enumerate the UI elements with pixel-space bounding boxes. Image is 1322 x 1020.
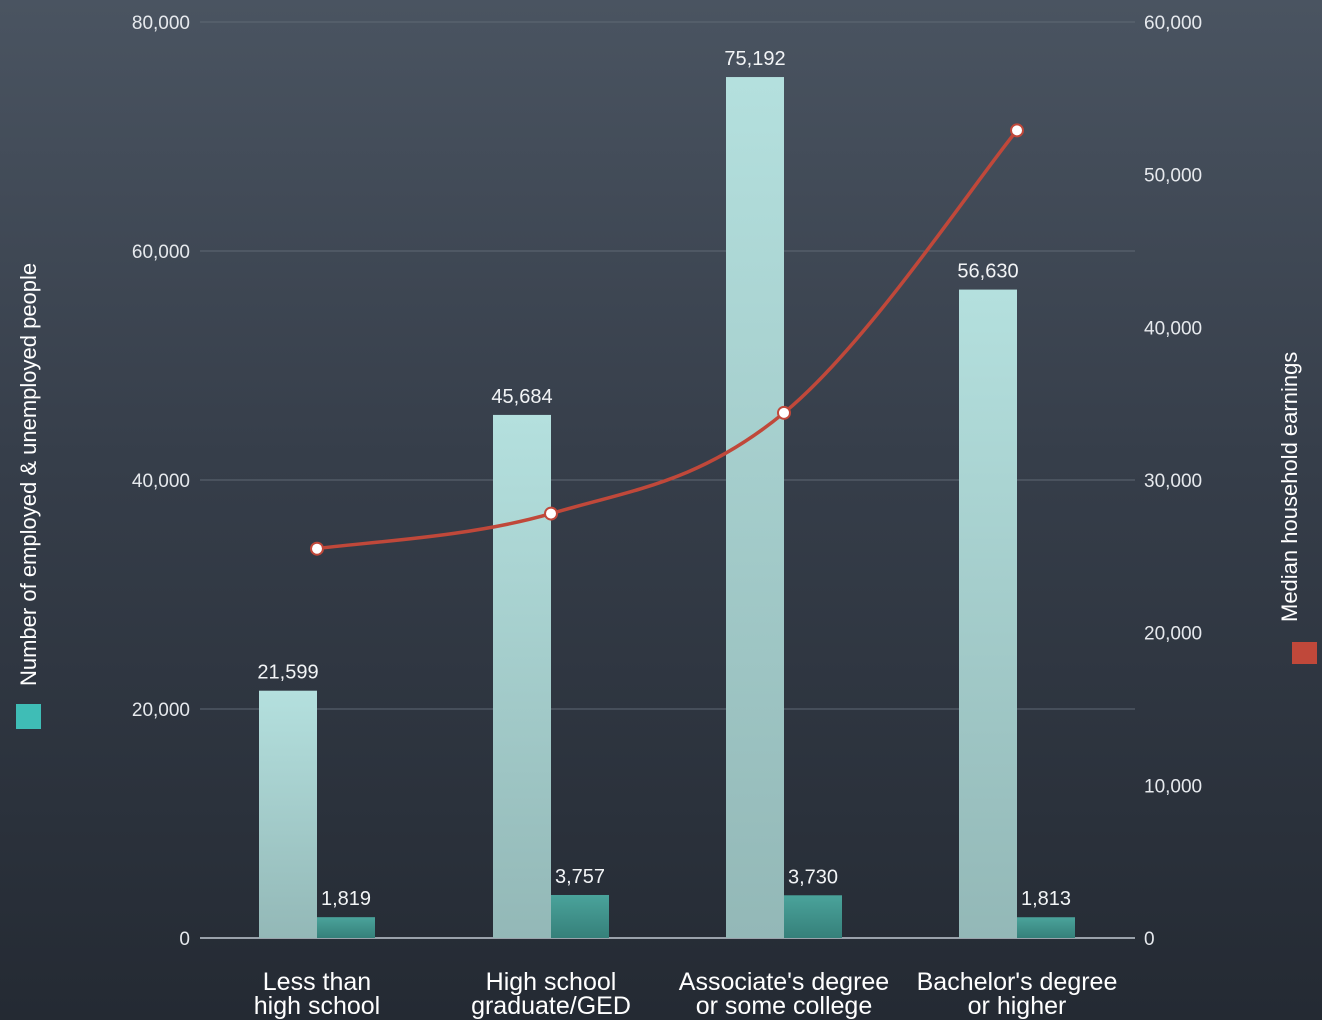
category-label: Less than — [263, 968, 371, 996]
primary-bar-label: 45,684 — [491, 386, 552, 408]
right-tick-label: 60,000 — [1144, 13, 1202, 34]
primary-bar-label: 56,630 — [957, 261, 1018, 283]
right-axis-title: Median household earnings — [1277, 352, 1302, 622]
secondary-bar-label: 1,819 — [321, 888, 371, 910]
left-tick-label: 20,000 — [132, 700, 190, 721]
secondary-bar-label: 3,730 — [788, 866, 838, 888]
axis-titles: Number of employed & unemployed people Me… — [16, 263, 1317, 729]
left-tick-label: 40,000 — [132, 471, 190, 492]
left-axis-title: Number of employed & unemployed people — [16, 263, 41, 686]
secondary-bar — [784, 895, 842, 938]
category-label: or higher — [968, 992, 1067, 1020]
primary-bar-label: 75,192 — [724, 48, 785, 70]
left-legend-swatch — [16, 704, 41, 729]
right-tick-label: 40,000 — [1144, 318, 1202, 339]
right-tick-label: 0 — [1144, 929, 1155, 950]
left-tick-label: 80,000 — [132, 13, 190, 34]
left-tick-label: 60,000 — [132, 242, 190, 263]
primary-bar — [959, 289, 1017, 938]
right-tick-label: 50,000 — [1144, 166, 1202, 187]
earnings-line — [316, 129, 1019, 551]
primary-bar-label: 21,599 — [257, 662, 318, 684]
earnings-point — [310, 541, 324, 556]
secondary-bar — [317, 917, 375, 938]
primary-bar — [259, 690, 317, 938]
earnings-point — [1010, 123, 1024, 138]
secondary-bar-label: 3,757 — [555, 866, 605, 888]
category-label: Bachelor's degree — [917, 968, 1118, 996]
secondary-bar — [1017, 917, 1075, 938]
category-label: high school — [254, 992, 380, 1020]
right-tick-label: 10,000 — [1144, 776, 1202, 797]
right-legend-swatch — [1292, 642, 1317, 664]
data-labels: 21,599 45,684 75,192 56,630 1,819 3,757 3,730 1… — [257, 48, 1071, 910]
right-tick-label: 20,000 — [1144, 624, 1202, 645]
secondary-bar — [551, 894, 609, 938]
primary-bar — [493, 414, 551, 938]
earnings-point — [777, 405, 791, 420]
left-tick-label: 0 — [179, 929, 190, 950]
category-label: or some college — [696, 992, 872, 1020]
line-series — [310, 123, 1024, 556]
category-label: Associate's degree — [679, 968, 889, 996]
primary-bar — [726, 77, 784, 939]
earnings-point — [544, 506, 558, 521]
category-label: High school — [486, 968, 617, 996]
right-tick-label: 30,000 — [1144, 471, 1202, 492]
axis-ticks: 0 20,000 40,000 60,000 80,000 0 10,000 20,000 30… — [132, 13, 1202, 950]
secondary-bar-label: 1,813 — [1021, 888, 1071, 910]
category-label: graduate/GED — [471, 992, 631, 1020]
bars — [259, 77, 1075, 939]
